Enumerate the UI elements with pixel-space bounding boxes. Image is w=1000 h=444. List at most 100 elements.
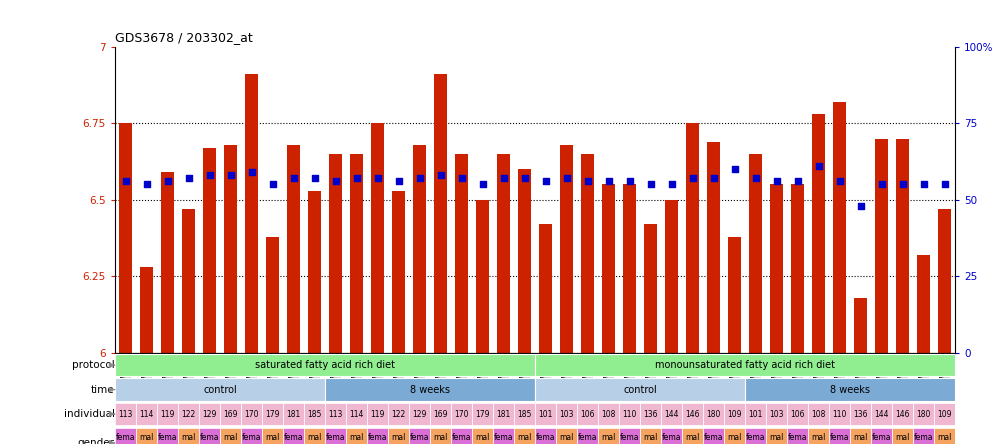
Bar [245, 74, 258, 353]
Bar [913, 428, 934, 444]
Bar [157, 403, 178, 425]
Text: fema
le: fema le [368, 433, 387, 444]
Bar [136, 403, 157, 425]
Text: 109: 109 [727, 409, 742, 419]
Bar [749, 154, 762, 353]
Bar [892, 428, 913, 444]
Bar [224, 145, 237, 353]
Bar [220, 403, 241, 425]
Point [348, 175, 364, 182]
Text: mal
e: mal e [349, 433, 364, 444]
Point [558, 175, 574, 182]
Bar [157, 428, 178, 444]
Text: 180: 180 [706, 409, 721, 419]
Text: 136: 136 [643, 409, 658, 419]
Text: 110: 110 [832, 409, 847, 419]
Bar [346, 428, 367, 444]
Bar [241, 403, 262, 425]
Bar [367, 428, 388, 444]
Text: 146: 146 [685, 409, 700, 419]
Bar [703, 403, 724, 425]
Text: 113: 113 [118, 409, 133, 419]
Bar [308, 190, 321, 353]
Bar [178, 403, 199, 425]
Bar [367, 403, 388, 425]
Text: fema
le: fema le [788, 433, 807, 444]
Bar [728, 237, 741, 353]
Text: fema
le: fema le [914, 433, 933, 444]
Bar [262, 403, 283, 425]
Point [180, 175, 196, 182]
Bar [791, 185, 804, 353]
Text: fema
le: fema le [242, 433, 261, 444]
Text: fema
le: fema le [452, 433, 471, 444]
Bar [199, 428, 220, 444]
Text: fema
le: fema le [830, 433, 849, 444]
Text: 122: 122 [391, 409, 406, 419]
Text: mal
e: mal e [769, 433, 784, 444]
Bar [598, 403, 619, 425]
Bar [938, 209, 951, 353]
Text: 181: 181 [496, 409, 511, 419]
Text: fema
le: fema le [620, 433, 639, 444]
Text: mal
e: mal e [475, 433, 490, 444]
Point [474, 181, 490, 188]
Bar [787, 428, 808, 444]
Bar [119, 123, 132, 353]
Bar [892, 403, 913, 425]
Bar [703, 428, 724, 444]
Bar [581, 154, 594, 353]
Text: 119: 119 [160, 409, 175, 419]
Bar [577, 428, 598, 444]
Bar [304, 403, 325, 425]
Bar [472, 428, 493, 444]
Point [222, 172, 239, 179]
Bar [493, 403, 514, 425]
Point [642, 181, 658, 188]
Text: mal
e: mal e [265, 433, 280, 444]
Text: 180: 180 [916, 409, 931, 419]
Bar [854, 298, 867, 353]
Bar [871, 403, 892, 425]
Text: 114: 114 [139, 409, 154, 419]
Point [852, 202, 868, 210]
Bar [140, 267, 153, 353]
Bar [619, 428, 640, 444]
Bar [266, 237, 279, 353]
Point [748, 175, 764, 182]
Bar [917, 255, 930, 353]
Point [516, 175, 532, 182]
Point [622, 178, 638, 185]
Bar [602, 185, 615, 353]
Bar [325, 378, 535, 401]
Text: 101: 101 [748, 409, 763, 419]
Point [664, 181, 680, 188]
Point [138, 181, 154, 188]
Bar [392, 190, 405, 353]
Text: GDS3678 / 203302_at: GDS3678 / 203302_at [115, 32, 253, 44]
Bar [766, 403, 787, 425]
Text: 101: 101 [538, 409, 553, 419]
Bar [598, 428, 619, 444]
Bar [913, 403, 934, 425]
Bar [535, 354, 955, 377]
Text: mal
e: mal e [937, 433, 952, 444]
Bar [241, 428, 262, 444]
Bar [115, 428, 136, 444]
Bar [178, 428, 199, 444]
Bar [287, 145, 300, 353]
Text: mal
e: mal e [517, 433, 532, 444]
Text: 110: 110 [622, 409, 637, 419]
Bar [808, 403, 829, 425]
Bar [829, 403, 850, 425]
Text: fema
le: fema le [662, 433, 681, 444]
Point [306, 175, 322, 182]
Bar [850, 403, 871, 425]
Bar [203, 148, 216, 353]
Bar [539, 224, 552, 353]
Bar [493, 428, 514, 444]
Text: control: control [623, 385, 657, 395]
Bar [535, 378, 745, 401]
Bar [413, 145, 426, 353]
Bar [787, 403, 808, 425]
